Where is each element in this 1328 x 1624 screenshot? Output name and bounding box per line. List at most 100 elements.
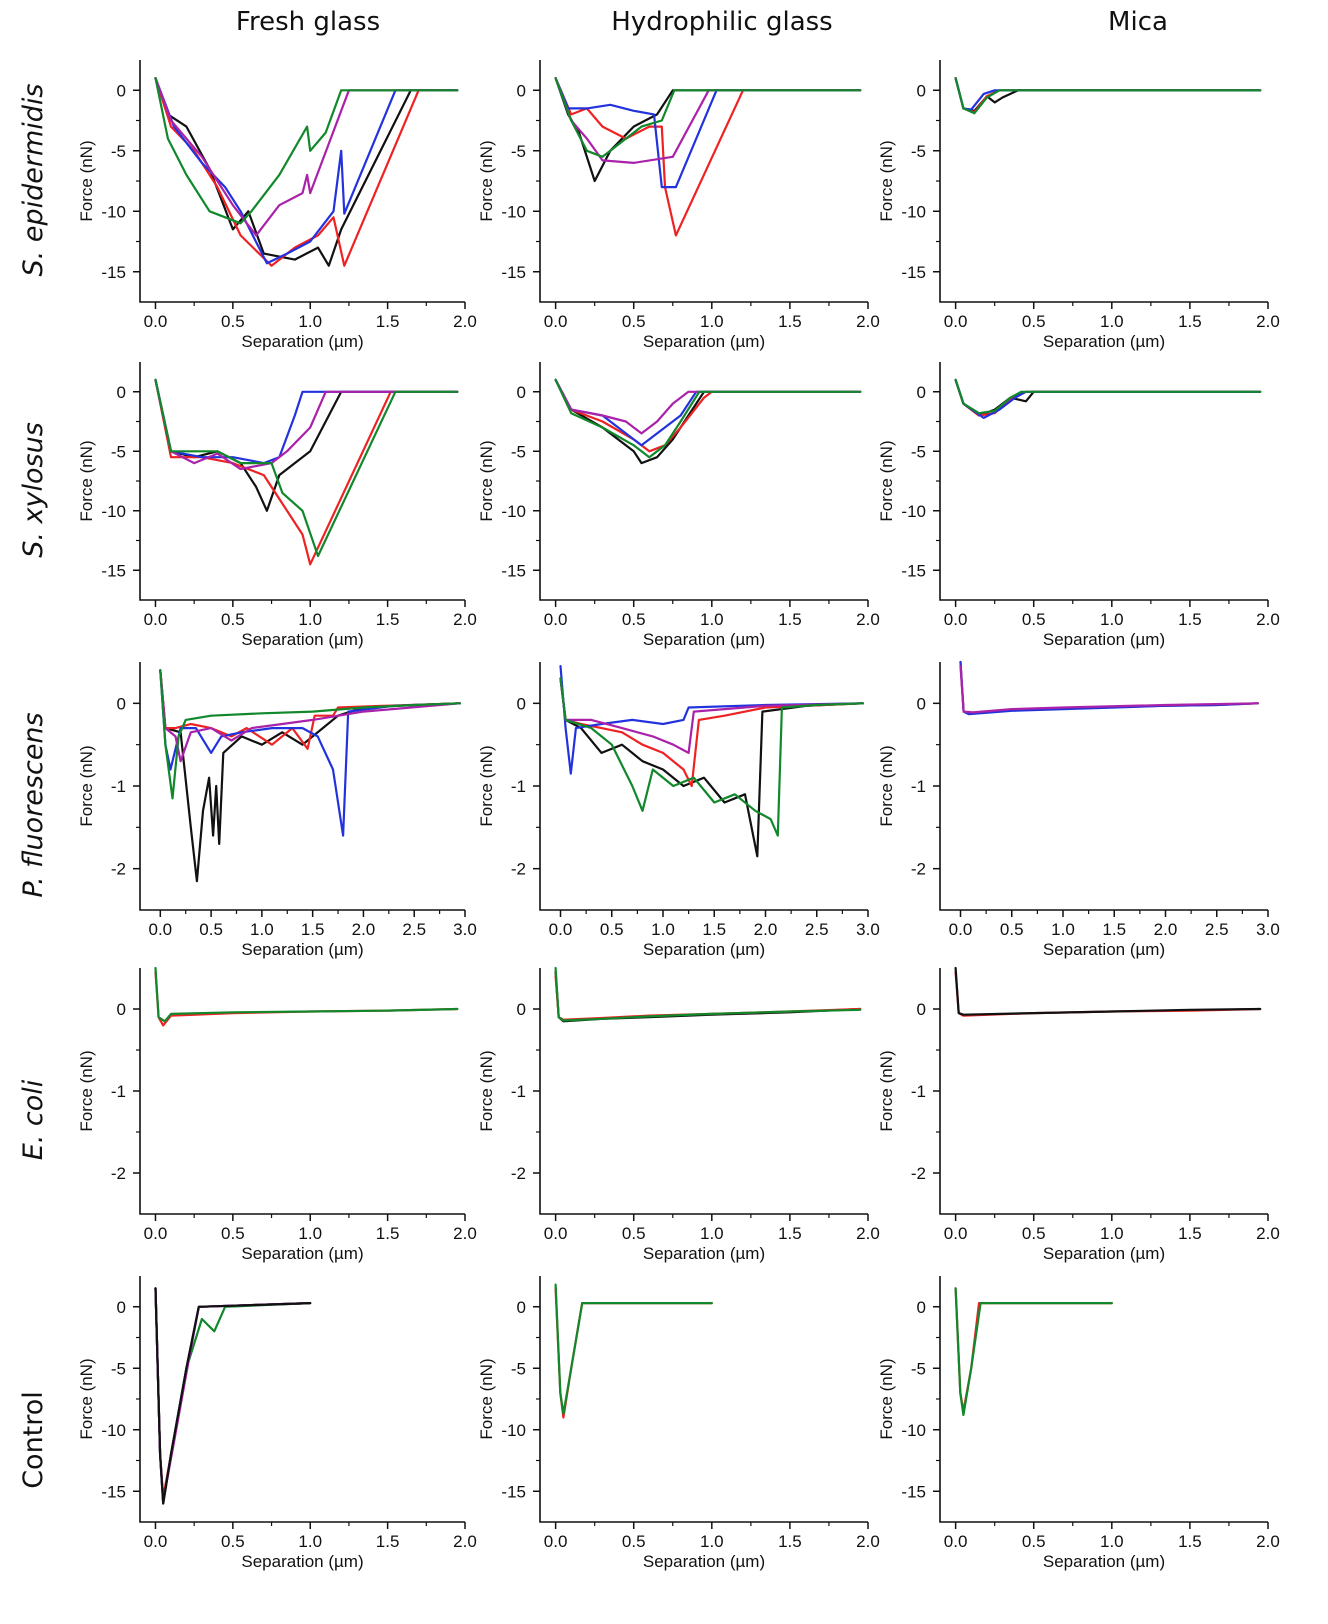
y-tick-label: -5 <box>911 442 926 461</box>
y-axis-label: Force (nN) <box>877 1050 896 1131</box>
x-tick-label: 0.0 <box>148 920 172 939</box>
series-line-1 <box>554 378 862 465</box>
x-tick-label: 2.0 <box>1154 920 1178 939</box>
y-tick-label: -5 <box>911 142 926 161</box>
y-tick-label: -10 <box>101 202 126 221</box>
x-tick-label: 1.5 <box>1178 610 1202 629</box>
x-tick-label: 1.0 <box>298 1224 322 1243</box>
y-tick-label: 0 <box>517 81 526 100</box>
x-tick-label: 2.0 <box>352 920 376 939</box>
x-tick-label: 1.0 <box>1100 1532 1124 1551</box>
series-line-4 <box>954 77 1262 115</box>
y-tick-label: -15 <box>101 561 126 580</box>
y-tick-label: -5 <box>511 1359 526 1378</box>
y-tick-label: 0 <box>517 694 526 713</box>
y-axis-label: Force (nN) <box>477 1050 496 1131</box>
series-line-4 <box>559 677 864 754</box>
panel-s-xylosus-hydrophilic-glass: 0.0 0.5 1.0 1.5 2.0 0 -5 -10 -15 Separation (µm) F… <box>477 362 880 649</box>
axes-frame <box>939 60 1268 303</box>
x-tick-label: 0.5 <box>600 920 624 939</box>
series-line-1 <box>954 378 1262 417</box>
x-tick-label: 1.0 <box>700 610 724 629</box>
y-tick-label: 0 <box>117 81 126 100</box>
y-tick-label: -1 <box>911 1082 926 1101</box>
y-tick-label: -15 <box>501 1482 526 1501</box>
y-tick-label: -15 <box>901 263 926 282</box>
x-tick-label: 1.0 <box>298 610 322 629</box>
row-label-s-xylosus: S. xylosus <box>18 422 49 558</box>
y-tick-label: 0 <box>117 694 126 713</box>
series-line-2 <box>559 677 864 788</box>
y-tick-label: -10 <box>501 502 526 521</box>
x-tick-label: 2.0 <box>1256 1532 1280 1551</box>
axes-frame <box>939 1276 1268 1523</box>
y-axis-label: Force (nN) <box>877 745 896 826</box>
row-label-e-coli: E. coli <box>18 1079 49 1160</box>
x-tick-label: 2.0 <box>1256 1224 1280 1243</box>
series-line-2 <box>554 1283 713 1415</box>
series-line-5 <box>154 77 459 225</box>
axes-frame <box>139 662 465 911</box>
series-line-2 <box>554 378 862 453</box>
x-tick-label: 0.0 <box>544 312 568 331</box>
series-line-2 <box>954 378 1262 417</box>
x-tick-label: 1.5 <box>376 1224 400 1243</box>
series-line-4 <box>954 378 1262 415</box>
y-axis-label: Force (nN) <box>77 140 96 221</box>
y-tick-label: -2 <box>911 860 926 879</box>
x-tick-label: 0.5 <box>1022 1224 1046 1243</box>
series-line-4 <box>154 77 459 237</box>
series-line-4 <box>159 669 461 763</box>
y-axis-label: Force (nN) <box>477 1358 496 1439</box>
series-line-2 <box>154 1287 312 1505</box>
x-tick-label: 1.0 <box>1100 610 1124 629</box>
x-tick-label: 0.0 <box>944 1532 968 1551</box>
x-axis-label: Separation (µm) <box>643 332 765 351</box>
panel-e-coli-mica: 0.0 0.5 1.0 1.5 2.0 0 -1 -2 Separation (µm) Force… <box>877 966 1280 1263</box>
x-axis-label: Separation (µm) <box>241 630 363 649</box>
x-tick-label: 0.5 <box>1022 610 1046 629</box>
x-axis-label: Separation (µm) <box>241 332 363 351</box>
series-line-5 <box>154 1287 312 1505</box>
panel-s-epidermidis-fresh-glass: 0.0 0.5 1.0 1.5 2.0 0 -5 -10 -15 Separation (µm) F… <box>77 60 477 351</box>
series-line-2 <box>954 1287 1113 1417</box>
series-line-3 <box>954 378 1262 419</box>
y-tick-label: -2 <box>511 860 526 879</box>
series-line-1 <box>554 1287 713 1419</box>
axes-frame <box>539 362 868 601</box>
y-axis-label: Force (nN) <box>877 440 896 521</box>
panel-control-mica: 0.0 0.5 1.0 1.5 2.0 0 -5 -10 -15 Separation (µm) F… <box>877 1276 1280 1571</box>
y-tick-label: -10 <box>101 502 126 521</box>
axes-frame <box>139 362 465 601</box>
y-tick-label: -1 <box>111 1082 126 1101</box>
panel-e-coli-fresh-glass: 0.0 0.5 1.0 1.5 2.0 0 -1 -2 Separation (µm) Force… <box>77 966 477 1263</box>
y-tick-label: 0 <box>517 383 526 402</box>
y-tick-label: -5 <box>111 442 126 461</box>
y-tick-label: -2 <box>111 860 126 879</box>
axes-frame <box>539 1276 868 1523</box>
x-tick-label: 1.0 <box>250 920 274 939</box>
x-axis-label: Separation (µm) <box>643 1244 765 1263</box>
x-axis-label: Separation (µm) <box>241 940 363 959</box>
x-tick-label: 1.5 <box>778 312 802 331</box>
series-line-3 <box>559 665 864 775</box>
x-tick-label: 3.0 <box>1256 920 1280 939</box>
x-tick-label: 1.5 <box>702 920 726 939</box>
x-tick-label: 1.5 <box>1102 920 1126 939</box>
x-tick-label: 1.5 <box>1178 312 1202 331</box>
x-tick-label: 1.0 <box>1100 312 1124 331</box>
x-tick-label: 0.5 <box>221 1532 245 1551</box>
series-line-3 <box>554 966 862 1022</box>
x-tick-label: 1.5 <box>301 920 325 939</box>
x-tick-label: 2.0 <box>754 920 778 939</box>
series-line-1 <box>954 77 1262 112</box>
series-line-3 <box>959 665 1259 714</box>
row-label-p-fluorescens: P. fluorescens <box>18 712 49 897</box>
x-tick-label: 0.5 <box>622 1532 646 1551</box>
x-tick-label: 0.0 <box>549 920 573 939</box>
y-tick-label: -10 <box>501 1421 526 1440</box>
x-tick-label: 0.0 <box>144 1224 168 1243</box>
y-tick-label: 0 <box>517 1000 526 1019</box>
x-tick-label: 0.5 <box>221 610 245 629</box>
series-line-1 <box>154 378 459 512</box>
